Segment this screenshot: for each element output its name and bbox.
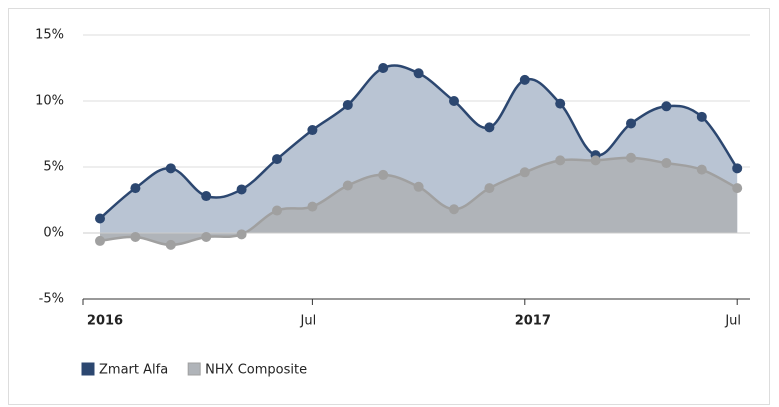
point-marker — [696, 111, 707, 122]
point-marker — [696, 164, 707, 175]
point-marker — [590, 155, 601, 166]
x-tick-label: 2017 — [515, 314, 551, 329]
point-marker — [732, 163, 743, 174]
point-marker — [484, 122, 495, 133]
point-marker — [555, 98, 566, 109]
point-marker — [165, 163, 176, 174]
y-tick-label: 0% — [43, 226, 64, 241]
point-marker — [413, 181, 424, 192]
point-marker — [272, 205, 282, 216]
x-tick-label: Jul — [300, 314, 317, 329]
point-marker — [519, 167, 530, 178]
y-tick-label: 15% — [35, 28, 64, 43]
point-marker — [342, 180, 353, 191]
point-marker — [130, 183, 141, 194]
point-marker — [449, 204, 459, 215]
point-marker — [484, 183, 495, 194]
point-marker — [342, 99, 353, 110]
legend-label: Zmart Alfa — [99, 363, 168, 378]
point-marker — [626, 152, 636, 163]
point-marker — [272, 154, 282, 165]
point-marker — [555, 155, 566, 166]
point-marker — [307, 125, 318, 136]
point-marker — [519, 74, 530, 85]
point-marker — [236, 184, 247, 195]
point-marker — [378, 63, 389, 73]
legend-swatch — [81, 362, 95, 376]
point-marker — [449, 96, 459, 106]
point-marker — [661, 101, 672, 112]
point-marker — [661, 158, 672, 169]
point-marker — [732, 183, 743, 194]
legend-swatch — [187, 362, 201, 376]
point-marker — [201, 231, 212, 242]
point-marker — [413, 68, 424, 79]
point-marker — [130, 231, 141, 242]
point-marker — [201, 191, 212, 202]
x-tick-label: Jul — [724, 314, 741, 329]
point-marker — [165, 239, 176, 250]
y-tick-label: -5% — [39, 292, 64, 307]
legend-label: NHX Composite — [205, 363, 307, 378]
point-marker — [307, 201, 318, 212]
point-marker — [95, 235, 105, 246]
point-marker — [95, 213, 105, 224]
point-marker — [236, 229, 247, 240]
y-tick-label: 10% — [35, 94, 64, 109]
x-tick-label: 2016 — [87, 314, 123, 329]
point-marker — [378, 169, 389, 180]
y-tick-label: 5% — [43, 160, 64, 175]
point-marker — [626, 118, 636, 129]
